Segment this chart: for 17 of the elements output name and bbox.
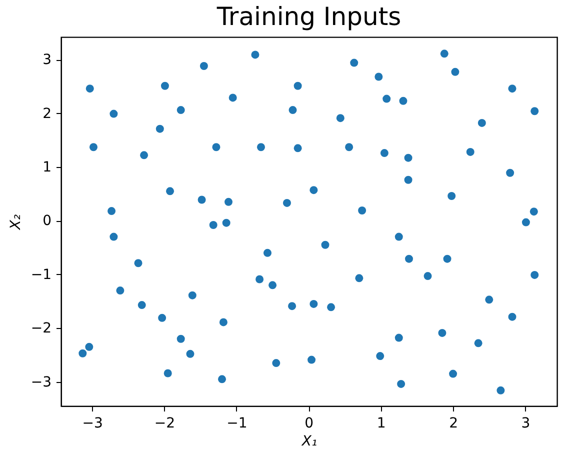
x-tick-label: −2: [154, 416, 176, 432]
x-tick-label: 2: [449, 416, 458, 432]
y-tick-label: 0: [42, 213, 52, 230]
x-tick-label: −3: [82, 416, 103, 432]
x-tick-label: −1: [226, 416, 248, 432]
y-tick-label: −3: [30, 374, 52, 390]
y-tick-label: −1: [30, 266, 52, 283]
x-axis-title: X₁: [300, 434, 318, 450]
y-tick-label: 3: [42, 52, 52, 68]
x-tick-label: 1: [376, 416, 386, 432]
y-tick-label: 2: [42, 106, 52, 122]
chart-title: Training Inputs: [216, 2, 402, 31]
y-tick-label: −2: [30, 320, 52, 337]
x-tick-label: 0: [304, 416, 314, 432]
y-tick-label: 1: [42, 159, 52, 176]
x-tick-label: 3: [521, 416, 530, 432]
y-axis-title: X₂: [8, 214, 24, 231]
